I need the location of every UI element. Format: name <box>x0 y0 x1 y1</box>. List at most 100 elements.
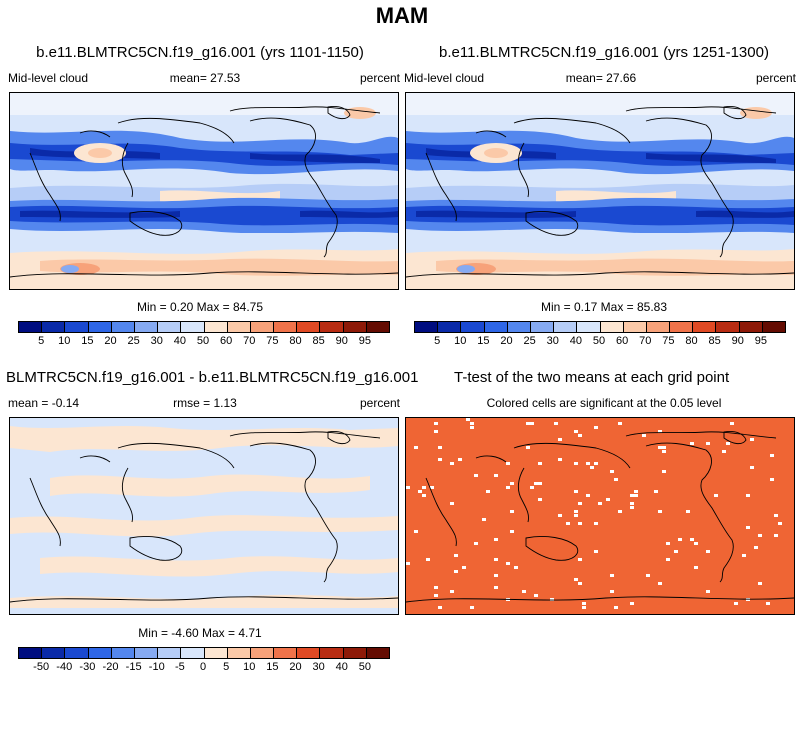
colorbar-swatch <box>554 322 578 332</box>
panel1-variable-label: Mid-level cloud <box>8 71 89 85</box>
ttest-cell <box>578 434 582 437</box>
colorbar-swatch <box>134 648 159 658</box>
panel1-mean: mean= 27.53 <box>169 71 241 85</box>
colorbar-swatch <box>670 322 694 332</box>
panel1-units: percent <box>359 71 400 85</box>
colorbar-label: 95 <box>358 335 371 347</box>
ttest-cell <box>474 474 478 477</box>
ttest-cell <box>434 594 438 597</box>
panel1-colorbar <box>18 321 390 333</box>
colorbar-swatch <box>343 322 367 332</box>
ttest-cell <box>766 602 770 605</box>
ttest-cell <box>754 546 758 549</box>
ttest-cell <box>654 490 658 493</box>
panel4-title: T-test of the two means at each grid poi… <box>454 369 730 386</box>
ttest-cell <box>494 586 498 589</box>
ttest-cell <box>574 490 578 493</box>
colorbar-label: 95 <box>754 335 767 347</box>
ttest-cell <box>610 470 614 473</box>
colorbar-swatch <box>297 322 321 332</box>
ttest-cell <box>662 470 666 473</box>
colorbar-label: 75 <box>662 335 675 347</box>
colorbar-swatch <box>111 648 135 658</box>
ttest-cell <box>586 462 590 465</box>
ttest-cell <box>714 494 718 497</box>
colorbar-label: 90 <box>335 335 348 347</box>
colorbar-swatch <box>88 322 112 332</box>
colorbar-swatch <box>484 322 508 332</box>
ttest-cell <box>618 510 622 513</box>
ttest-cell <box>630 502 634 505</box>
colorbar-swatch <box>297 648 321 658</box>
ttest-field <box>406 418 794 614</box>
ttest-cell <box>574 462 578 465</box>
ttest-cell <box>630 506 634 509</box>
ttest-cell <box>434 430 438 433</box>
ttest-cell <box>450 502 454 505</box>
ttest-cell <box>574 510 578 513</box>
ttest-cell <box>774 514 778 517</box>
ttest-cell <box>538 498 542 501</box>
ttest-cell <box>450 462 454 465</box>
panel2-colorbar <box>414 321 786 333</box>
ttest-cell <box>574 514 578 517</box>
ttest-cell <box>614 478 618 481</box>
ttest-cell <box>530 422 534 425</box>
ttest-cell <box>450 590 454 593</box>
colorbar-label: 20 <box>500 335 513 347</box>
ttest-cell <box>778 522 782 525</box>
ttest-cell <box>606 498 610 501</box>
panel2-title: b.e11.BLMTRC5CN.f19_g16.001 (yrs 1251-13… <box>439 44 769 61</box>
colorbar-swatch <box>134 322 159 332</box>
panel2-units: percent <box>755 71 796 85</box>
ttest-cell <box>538 482 542 485</box>
ttest-cell <box>510 482 514 485</box>
ttest-cell <box>630 494 634 497</box>
ttest-cell <box>494 474 498 477</box>
ttest-cell <box>522 590 526 593</box>
panel1-map <box>9 92 399 290</box>
main-title: MAM <box>375 3 429 28</box>
colorbar-swatch <box>577 322 601 332</box>
ttest-cell <box>574 430 578 433</box>
colorbar-label: -20 <box>102 661 119 673</box>
ttest-cell <box>586 494 590 497</box>
ttest-cell <box>674 550 678 553</box>
ttest-cell <box>526 446 530 449</box>
ttest-cell <box>618 422 622 425</box>
ttest-cell <box>690 442 694 445</box>
ttest-cell <box>534 594 538 597</box>
ttest-cell <box>438 446 442 449</box>
ttest-cell <box>630 602 634 605</box>
ttest-cell <box>506 462 510 465</box>
colorbar-swatch <box>65 322 89 332</box>
colorbar-swatch <box>716 322 740 332</box>
ttest-cell <box>566 522 570 525</box>
ttest-cell <box>658 510 662 513</box>
colorbar-swatch <box>250 322 275 332</box>
colorbar-label: 10 <box>454 335 467 347</box>
colorbar-swatch <box>600 322 624 332</box>
ttest-cell <box>510 510 514 513</box>
ttest-cell <box>434 586 438 589</box>
ttest-cell <box>558 514 562 517</box>
ttest-cell <box>666 542 670 545</box>
panel3-map <box>9 417 399 615</box>
colorbar-swatch <box>274 322 298 332</box>
ttest-cell <box>658 582 662 585</box>
ttest-cell <box>658 430 662 433</box>
ttest-cell <box>646 574 650 577</box>
ttest-cell <box>458 458 462 461</box>
ttest-cell <box>422 494 426 497</box>
ttest-cell <box>494 558 498 561</box>
ttest-cell <box>558 458 562 461</box>
colorbar-swatch <box>19 648 43 658</box>
colorbar-label: 90 <box>731 335 744 347</box>
ttest-cell <box>474 542 478 545</box>
ttest-cell <box>582 606 586 609</box>
colorbar-swatch <box>181 648 205 658</box>
ttest-cell <box>758 582 762 585</box>
ttest-cell <box>482 518 486 521</box>
panel3-mean: mean = -0.14 <box>8 396 80 410</box>
ttest-cell <box>470 606 474 609</box>
